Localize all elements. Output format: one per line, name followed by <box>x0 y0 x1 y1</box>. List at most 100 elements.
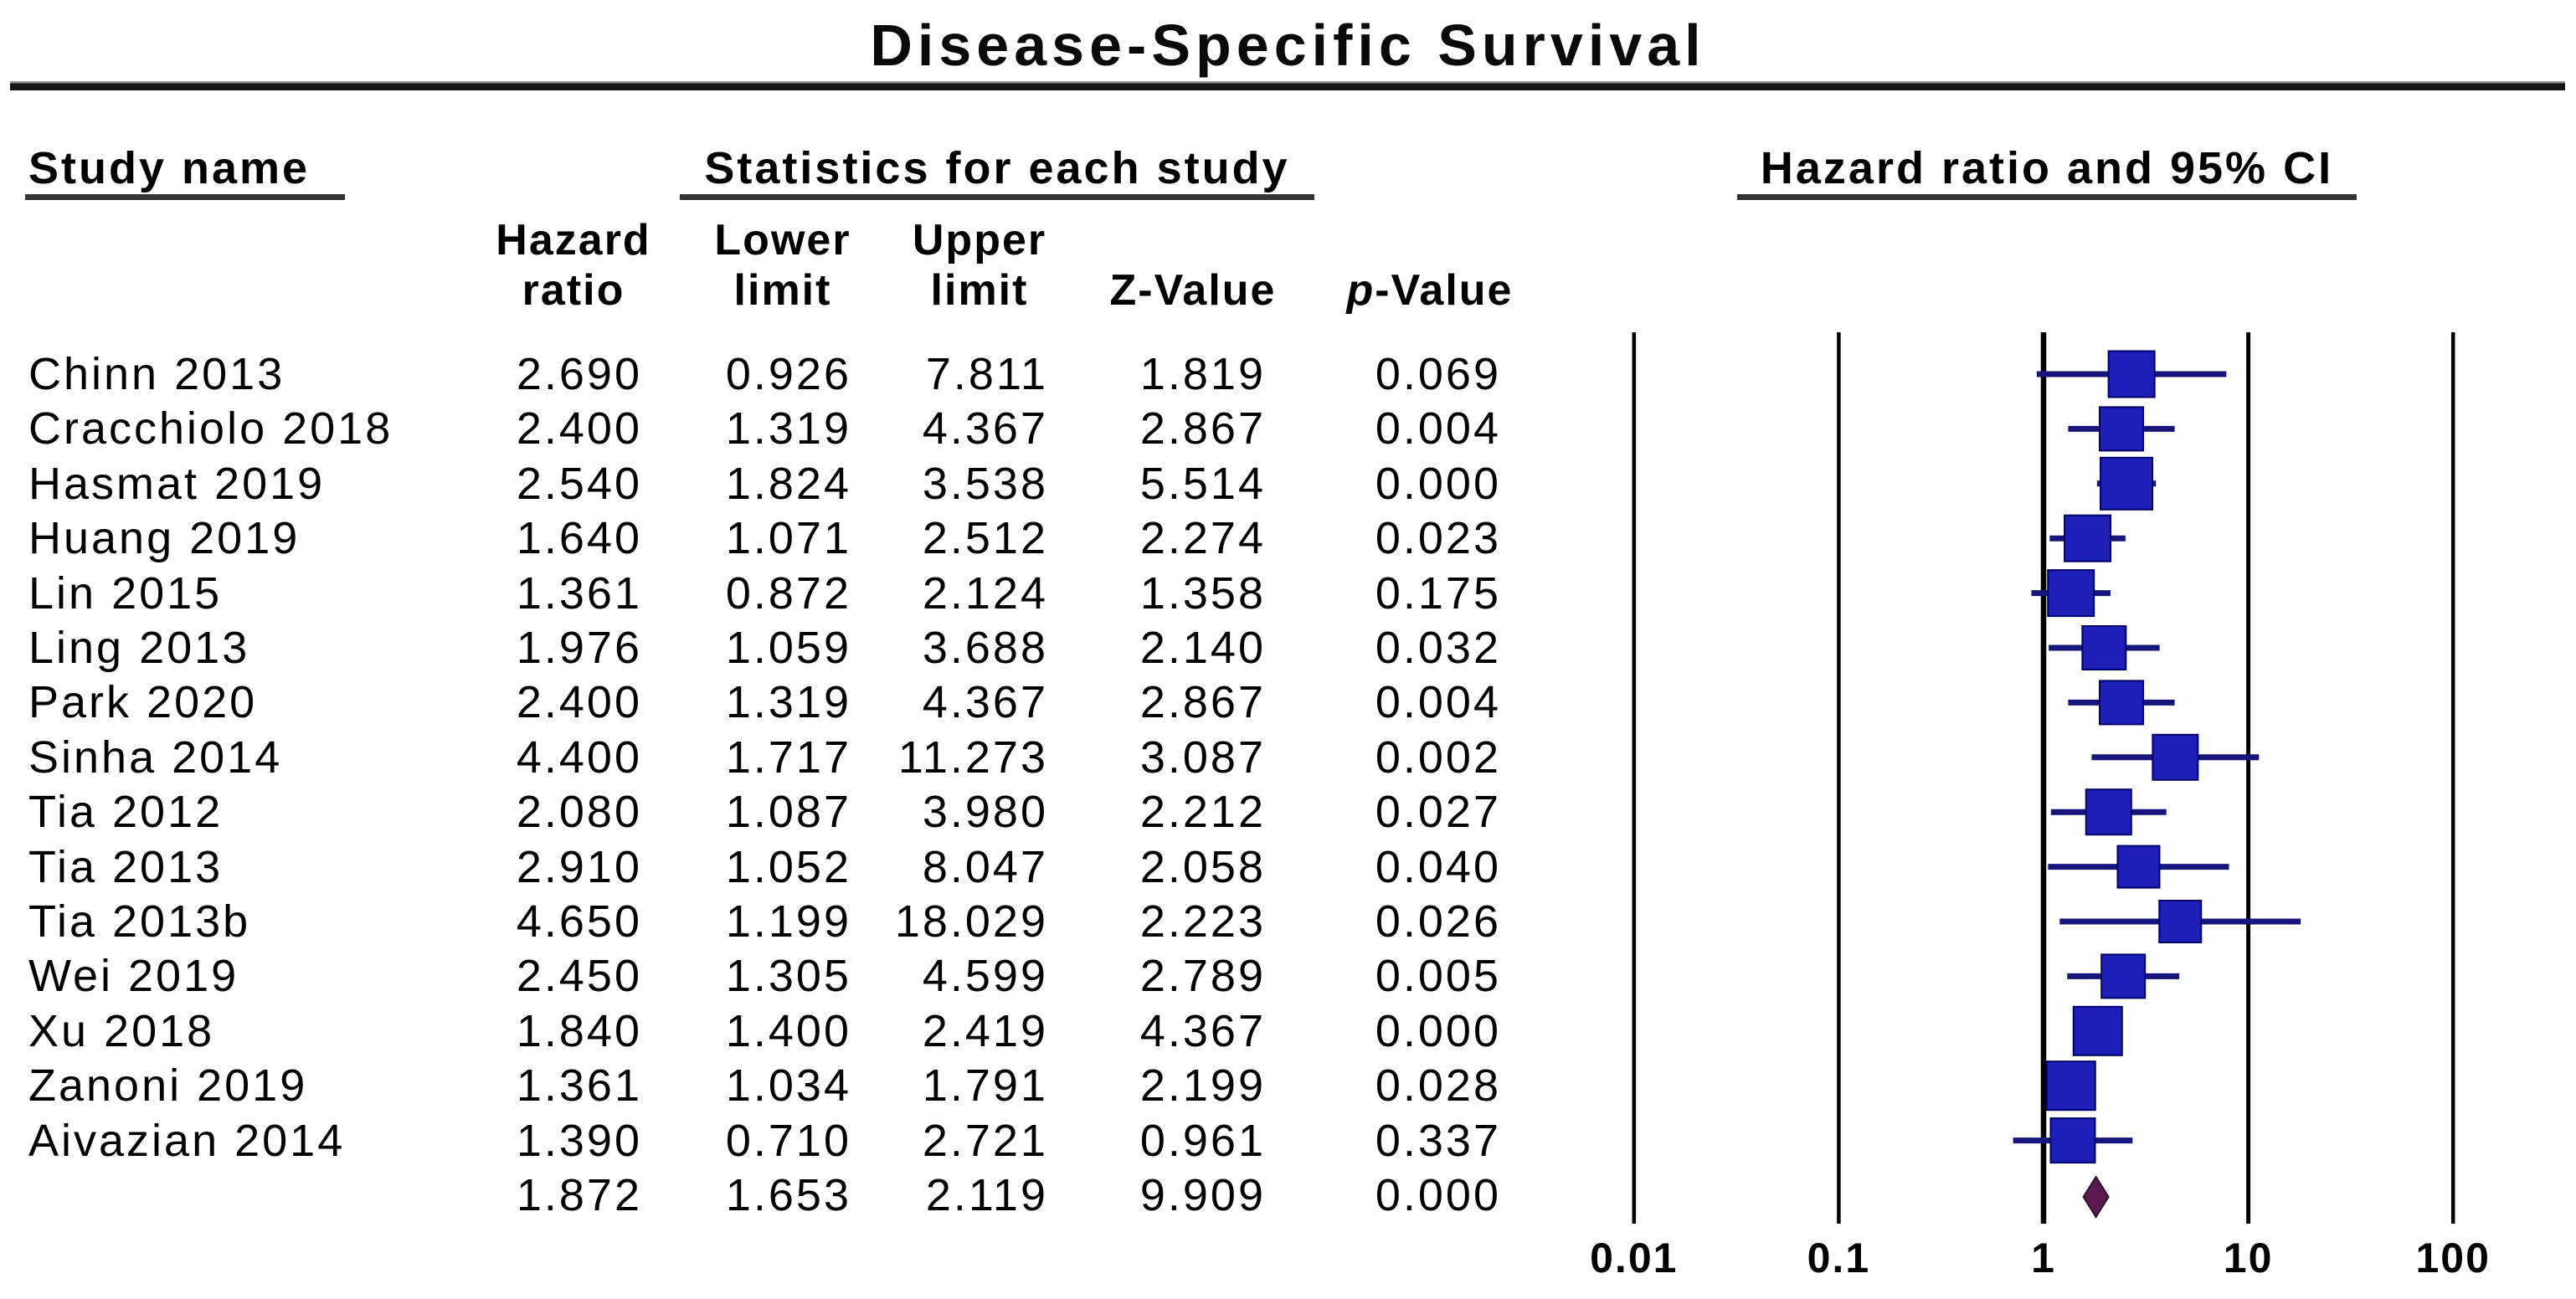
lower-limit-value: 1.653 <box>725 1170 851 1220</box>
title-rule <box>10 81 2565 90</box>
study-name: Park 2020 <box>28 677 258 728</box>
p-value: 0.000 <box>1375 1170 1501 1220</box>
p-value-rest: -Value <box>1375 266 1514 315</box>
z-value: 2.867 <box>1139 403 1266 454</box>
column-header-p-value: p-Value <box>1304 266 1555 315</box>
hazard-ratio-value: 2.540 <box>516 458 642 509</box>
x-tick-label: 1 <box>2031 1235 2056 1281</box>
study-name: Tia 2013b <box>28 896 251 947</box>
weight-square <box>2098 680 2144 726</box>
x-tick-label: 100 <box>2415 1235 2491 1281</box>
x-tick-label: 10 <box>2223 1235 2274 1281</box>
column-header-upper-line1: Upper <box>912 216 1047 264</box>
lower-limit-value: 1.824 <box>725 458 851 509</box>
upper-limit-value: 4.367 <box>922 403 1048 454</box>
z-value: 1.819 <box>1139 349 1266 399</box>
study-name: Cracchiolo 2018 <box>28 403 393 454</box>
study-name: Tia 2012 <box>28 787 224 838</box>
study-name: Lin 2015 <box>28 567 223 619</box>
hazard-ratio-value: 2.910 <box>516 841 642 892</box>
z-value: 4.367 <box>1139 1005 1266 1056</box>
weight-square <box>2107 350 2156 398</box>
lower-limit-value: 1.059 <box>725 623 851 673</box>
weight-square <box>2072 1005 2123 1056</box>
upper-limit-value: 2.119 <box>925 1170 1048 1220</box>
summary-diamond <box>2082 1175 2110 1219</box>
lower-limit-value: 1.071 <box>725 513 851 564</box>
p-value: 0.000 <box>1375 1005 1501 1056</box>
z-value: 0.961 <box>1139 1115 1266 1166</box>
upper-limit-value: 8.047 <box>922 841 1048 892</box>
z-value: 2.212 <box>1139 787 1266 838</box>
hazard-ratio-value: 1.361 <box>516 1060 642 1112</box>
section-heading-study-name: Study name <box>28 143 311 193</box>
column-header-lower-line1: Lower <box>714 216 851 264</box>
z-value: 2.789 <box>1139 951 1266 1002</box>
z-value: 2.199 <box>1139 1060 1266 1112</box>
statistics-underline <box>680 194 1314 200</box>
weight-square <box>2098 406 2144 452</box>
lower-limit-value: 1.052 <box>725 841 851 892</box>
weight-square <box>2116 845 2161 889</box>
z-value: 2.274 <box>1139 513 1266 564</box>
column-header-hazard-line1: Hazard <box>496 216 651 264</box>
column-header-z-value: Z-Value <box>1109 266 1277 315</box>
hazard-ratio-value: 4.400 <box>516 732 642 783</box>
z-value: 1.358 <box>1139 567 1266 619</box>
lower-limit-value: 1.400 <box>725 1005 851 1056</box>
p-value: 0.002 <box>1375 732 1501 783</box>
p-value: 0.069 <box>1375 349 1501 399</box>
hazard-ratio-value: 1.840 <box>516 1005 642 1056</box>
p-value: 0.032 <box>1375 623 1501 673</box>
p-value: 0.005 <box>1375 951 1501 1002</box>
study-name: Wei 2019 <box>28 951 239 1002</box>
upper-limit-value: 3.688 <box>922 623 1048 673</box>
hazard-ratio-value: 1.361 <box>516 567 642 619</box>
p-value: 0.004 <box>1375 403 1501 454</box>
p-value: 0.023 <box>1375 513 1501 564</box>
study-name: Chinn 2013 <box>28 349 285 399</box>
z-value: 3.087 <box>1139 732 1266 783</box>
weight-square <box>2085 788 2132 836</box>
study-name: Ling 2013 <box>28 623 250 673</box>
p-value: 0.027 <box>1375 787 1501 838</box>
lower-limit-value: 0.872 <box>725 567 851 619</box>
p-value: 0.026 <box>1375 896 1501 947</box>
study-name: Hasmat 2019 <box>28 458 326 509</box>
study-name-underline <box>25 194 345 200</box>
column-header-upper-line2: limit <box>930 266 1029 315</box>
p-value: 0.004 <box>1375 677 1501 728</box>
upper-limit-value: 7.811 <box>925 349 1048 399</box>
study-name: Xu 2018 <box>28 1005 215 1056</box>
upper-limit-value: 3.980 <box>922 787 1048 838</box>
lower-limit-value: 1.319 <box>725 403 851 454</box>
upper-limit-value: 4.599 <box>922 951 1048 1002</box>
weight-square <box>2158 900 2203 943</box>
weight-square <box>2152 733 2199 781</box>
column-header-lower-line2: limit <box>733 266 832 315</box>
p-value: 0.028 <box>1375 1060 1501 1112</box>
column-header-hazard-line2: ratio <box>522 266 625 315</box>
hazard-ratio-value: 2.400 <box>516 677 642 728</box>
upper-limit-value: 1.791 <box>922 1060 1048 1112</box>
p-value: 0.175 <box>1375 567 1501 619</box>
study-name: Zanoni 2019 <box>28 1060 308 1112</box>
hazard-ratio-value: 2.690 <box>516 349 642 399</box>
z-value: 2.223 <box>1139 896 1266 947</box>
lower-limit-value: 0.926 <box>725 349 851 399</box>
p-value-italic-p: p <box>1346 266 1375 315</box>
upper-limit-value: 2.124 <box>922 567 1048 619</box>
lower-limit-value: 1.034 <box>725 1060 851 1112</box>
hazard-ratio-ci-underline <box>1737 194 2357 200</box>
weight-square <box>2100 953 2147 999</box>
hazard-ratio-value: 4.650 <box>516 896 642 947</box>
weight-square <box>2045 1060 2096 1112</box>
study-name: Huang 2019 <box>28 513 301 564</box>
hazard-ratio-value: 2.450 <box>516 951 642 1002</box>
upper-limit-value: 4.367 <box>922 677 1048 728</box>
x-tick-label: 0.01 <box>1590 1235 1679 1281</box>
upper-limit-value: 2.721 <box>922 1115 1048 1166</box>
lower-limit-value: 1.087 <box>725 787 851 838</box>
